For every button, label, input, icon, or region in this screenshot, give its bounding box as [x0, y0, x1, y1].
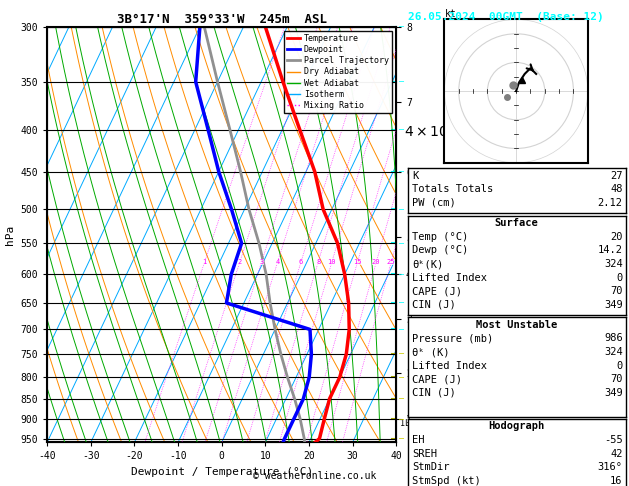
- Text: Totals Totals: Totals Totals: [412, 184, 493, 194]
- Title: 3B°17'N  359°33'W  245m  ASL: 3B°17'N 359°33'W 245m ASL: [117, 13, 326, 26]
- Text: 20: 20: [610, 232, 623, 242]
- Text: —: —: [399, 270, 404, 279]
- Text: Pressure (mb): Pressure (mb): [412, 333, 493, 344]
- Text: —: —: [399, 373, 404, 382]
- Text: 26.05.2024  00GMT  (Base: 12): 26.05.2024 00GMT (Base: 12): [408, 12, 603, 22]
- Text: K: K: [412, 171, 418, 181]
- Text: 6: 6: [299, 259, 303, 265]
- Text: —: —: [399, 239, 404, 248]
- Text: EH: EH: [412, 435, 425, 445]
- Text: θᵏ(K): θᵏ(K): [412, 259, 443, 269]
- Text: θᵏ (K): θᵏ (K): [412, 347, 450, 357]
- Text: 25: 25: [387, 259, 396, 265]
- Text: 316°: 316°: [598, 462, 623, 472]
- Text: —: —: [399, 434, 404, 443]
- Text: 16: 16: [610, 476, 623, 486]
- Text: CAPE (J): CAPE (J): [412, 286, 462, 296]
- Text: StmSpd (kt): StmSpd (kt): [412, 476, 481, 486]
- Text: Lifted Index: Lifted Index: [412, 273, 487, 283]
- Text: —: —: [399, 394, 404, 403]
- X-axis label: Dewpoint / Temperature (°C): Dewpoint / Temperature (°C): [131, 467, 313, 477]
- Text: 0: 0: [616, 273, 623, 283]
- Text: —: —: [399, 415, 404, 424]
- Text: 986: 986: [604, 333, 623, 344]
- Text: 3: 3: [259, 259, 264, 265]
- Text: -55: -55: [604, 435, 623, 445]
- Text: PW (cm): PW (cm): [412, 198, 456, 208]
- Text: 4: 4: [276, 259, 280, 265]
- Text: —: —: [399, 125, 404, 134]
- Text: —: —: [399, 167, 404, 176]
- Text: 14.2: 14.2: [598, 245, 623, 256]
- Text: CIN (J): CIN (J): [412, 388, 456, 398]
- Text: —: —: [399, 298, 404, 308]
- Text: 70: 70: [610, 374, 623, 384]
- Text: 42: 42: [610, 449, 623, 459]
- Text: 1LCL: 1LCL: [401, 418, 420, 428]
- Text: 349: 349: [604, 300, 623, 310]
- Text: 324: 324: [604, 259, 623, 269]
- Text: Most Unstable: Most Unstable: [476, 320, 557, 330]
- Text: —: —: [399, 22, 404, 31]
- Text: 8: 8: [316, 259, 320, 265]
- Text: 27: 27: [610, 171, 623, 181]
- Text: 70: 70: [610, 286, 623, 296]
- Text: Lifted Index: Lifted Index: [412, 361, 487, 371]
- Text: Temp (°C): Temp (°C): [412, 232, 468, 242]
- Text: —: —: [399, 205, 404, 214]
- Y-axis label: km
ASL: km ASL: [457, 226, 479, 243]
- Text: 0: 0: [616, 361, 623, 371]
- Text: kt: kt: [445, 9, 456, 19]
- Text: CIN (J): CIN (J): [412, 300, 456, 310]
- Text: 48: 48: [610, 184, 623, 194]
- Text: 10: 10: [328, 259, 336, 265]
- Text: 15: 15: [353, 259, 362, 265]
- Text: 2.12: 2.12: [598, 198, 623, 208]
- Text: 349: 349: [604, 388, 623, 398]
- Text: StmDir: StmDir: [412, 462, 450, 472]
- Text: —: —: [399, 325, 404, 334]
- Y-axis label: hPa: hPa: [5, 225, 15, 244]
- Text: 2: 2: [238, 259, 242, 265]
- Text: —: —: [399, 349, 404, 359]
- Text: Dewp (°C): Dewp (°C): [412, 245, 468, 256]
- Text: 324: 324: [604, 347, 623, 357]
- Legend: Temperature, Dewpoint, Parcel Trajectory, Dry Adiabat, Wet Adiabat, Isotherm, Mi: Temperature, Dewpoint, Parcel Trajectory…: [284, 31, 392, 113]
- Text: 20: 20: [372, 259, 381, 265]
- Text: Surface: Surface: [495, 218, 538, 228]
- Text: 1: 1: [203, 259, 207, 265]
- Text: CAPE (J): CAPE (J): [412, 374, 462, 384]
- Text: Hodograph: Hodograph: [489, 421, 545, 432]
- Text: —: —: [399, 77, 404, 87]
- Text: SREH: SREH: [412, 449, 437, 459]
- Text: © weatheronline.co.uk: © weatheronline.co.uk: [253, 471, 376, 481]
